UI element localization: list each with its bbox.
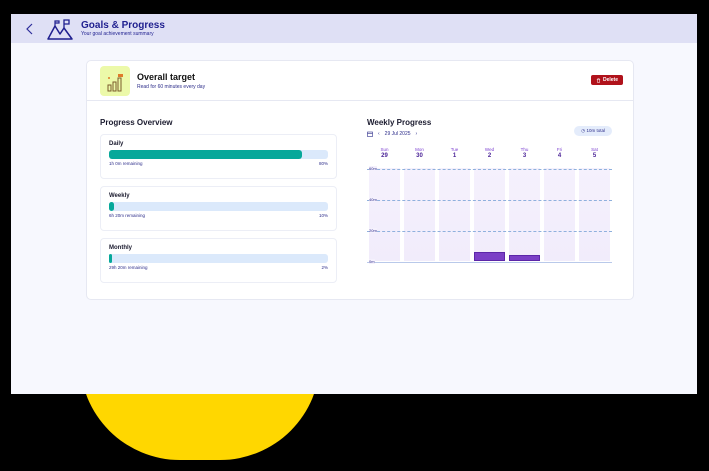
day-thu[interactable]: Thu 3	[520, 147, 529, 159]
remaining-text: 6h 20m remaining	[109, 213, 146, 218]
total-badge: ◷ 10m total	[574, 126, 612, 136]
goal-card: Overall target Read for 60 minutes every…	[86, 60, 634, 300]
header: Goals & Progress Your goal achievement s…	[11, 14, 697, 43]
progress-card-weekly: Weekly 6h 20m remaining 10%	[100, 186, 337, 231]
chart-column	[404, 168, 435, 261]
chart-bar[interactable]	[509, 255, 540, 261]
weekly-progress-title: Weekly Progress	[367, 118, 432, 127]
page-subtitle: Your goal achievement summary	[81, 30, 154, 37]
back-button[interactable]	[23, 22, 37, 36]
chart-column	[474, 168, 505, 261]
bar-chart-flag-icon	[100, 65, 130, 96]
prev-week-button[interactable]: ‹	[378, 131, 380, 137]
delete-label: Delete	[602, 77, 618, 83]
progress-label: Monthly	[109, 245, 132, 251]
chart-column	[369, 168, 400, 261]
day-fri[interactable]: Fri 4	[556, 147, 563, 159]
target-title: Overall target	[137, 71, 196, 82]
remaining-text: 29h 20m remaining	[109, 265, 148, 270]
progress-label: Weekly	[109, 193, 130, 199]
target-section: Overall target Read for 60 minutes every…	[87, 61, 633, 101]
date-navigator: ‹ 29 Jul 2025 ›	[367, 131, 612, 137]
day-sun[interactable]: Sun 29	[380, 147, 389, 159]
day-sat[interactable]: Sat 5	[591, 147, 598, 159]
chart-column	[509, 168, 540, 261]
day-wed[interactable]: Wed 2	[484, 147, 495, 159]
day-headers: Sun 29 Mon 30 Tue 1 Wed 2 Thu 3 Fri 4 Sat 5	[367, 147, 612, 159]
chart-bar[interactable]	[474, 252, 505, 261]
progress-overview: Progress Overview Daily 1h 0m remaining …	[100, 118, 337, 283]
calendar-icon[interactable]	[367, 131, 373, 137]
target-description: Read for 60 minutes every day	[137, 83, 206, 90]
total-text: 10m total	[586, 128, 605, 133]
weekly-bar-chart: 60m 40m 20m 0m	[367, 166, 612, 264]
day-mon[interactable]: Mon 30	[415, 147, 424, 159]
percent-text: 10%	[318, 213, 328, 218]
weekly-progress: Weekly Progress ◷ 10m total ‹ 29 Jul 202…	[367, 118, 612, 264]
delete-button[interactable]: Delete	[590, 75, 623, 85]
percent-text: 2%	[321, 265, 328, 270]
percent-text: 80%	[318, 161, 328, 166]
progress-card-daily: Daily 1h 0m remaining 80%	[100, 134, 337, 179]
day-tue[interactable]: Tue 1	[450, 147, 459, 159]
chart-column	[439, 168, 470, 261]
chart-column	[579, 168, 610, 261]
progress-bar	[109, 202, 328, 211]
progress-label: Daily	[109, 141, 124, 147]
progress-overview-title: Progress Overview	[100, 118, 173, 127]
trash-icon	[596, 77, 601, 83]
remaining-text: 1h 0m remaining	[109, 161, 143, 166]
chevron-left-icon	[26, 23, 33, 34]
progress-bar	[109, 254, 328, 263]
date-label: 29 Jul 2025	[384, 131, 411, 137]
next-week-button[interactable]: ›	[415, 131, 418, 137]
progress-bar	[109, 150, 328, 159]
chart-column	[544, 168, 575, 261]
page-title: Goals & Progress	[81, 19, 165, 31]
mountain-flag-icon	[47, 18, 73, 40]
app-window: Goals & Progress Your goal achievement s…	[11, 14, 697, 394]
progress-card-monthly: Monthly 29h 20m remaining 2%	[100, 238, 337, 283]
